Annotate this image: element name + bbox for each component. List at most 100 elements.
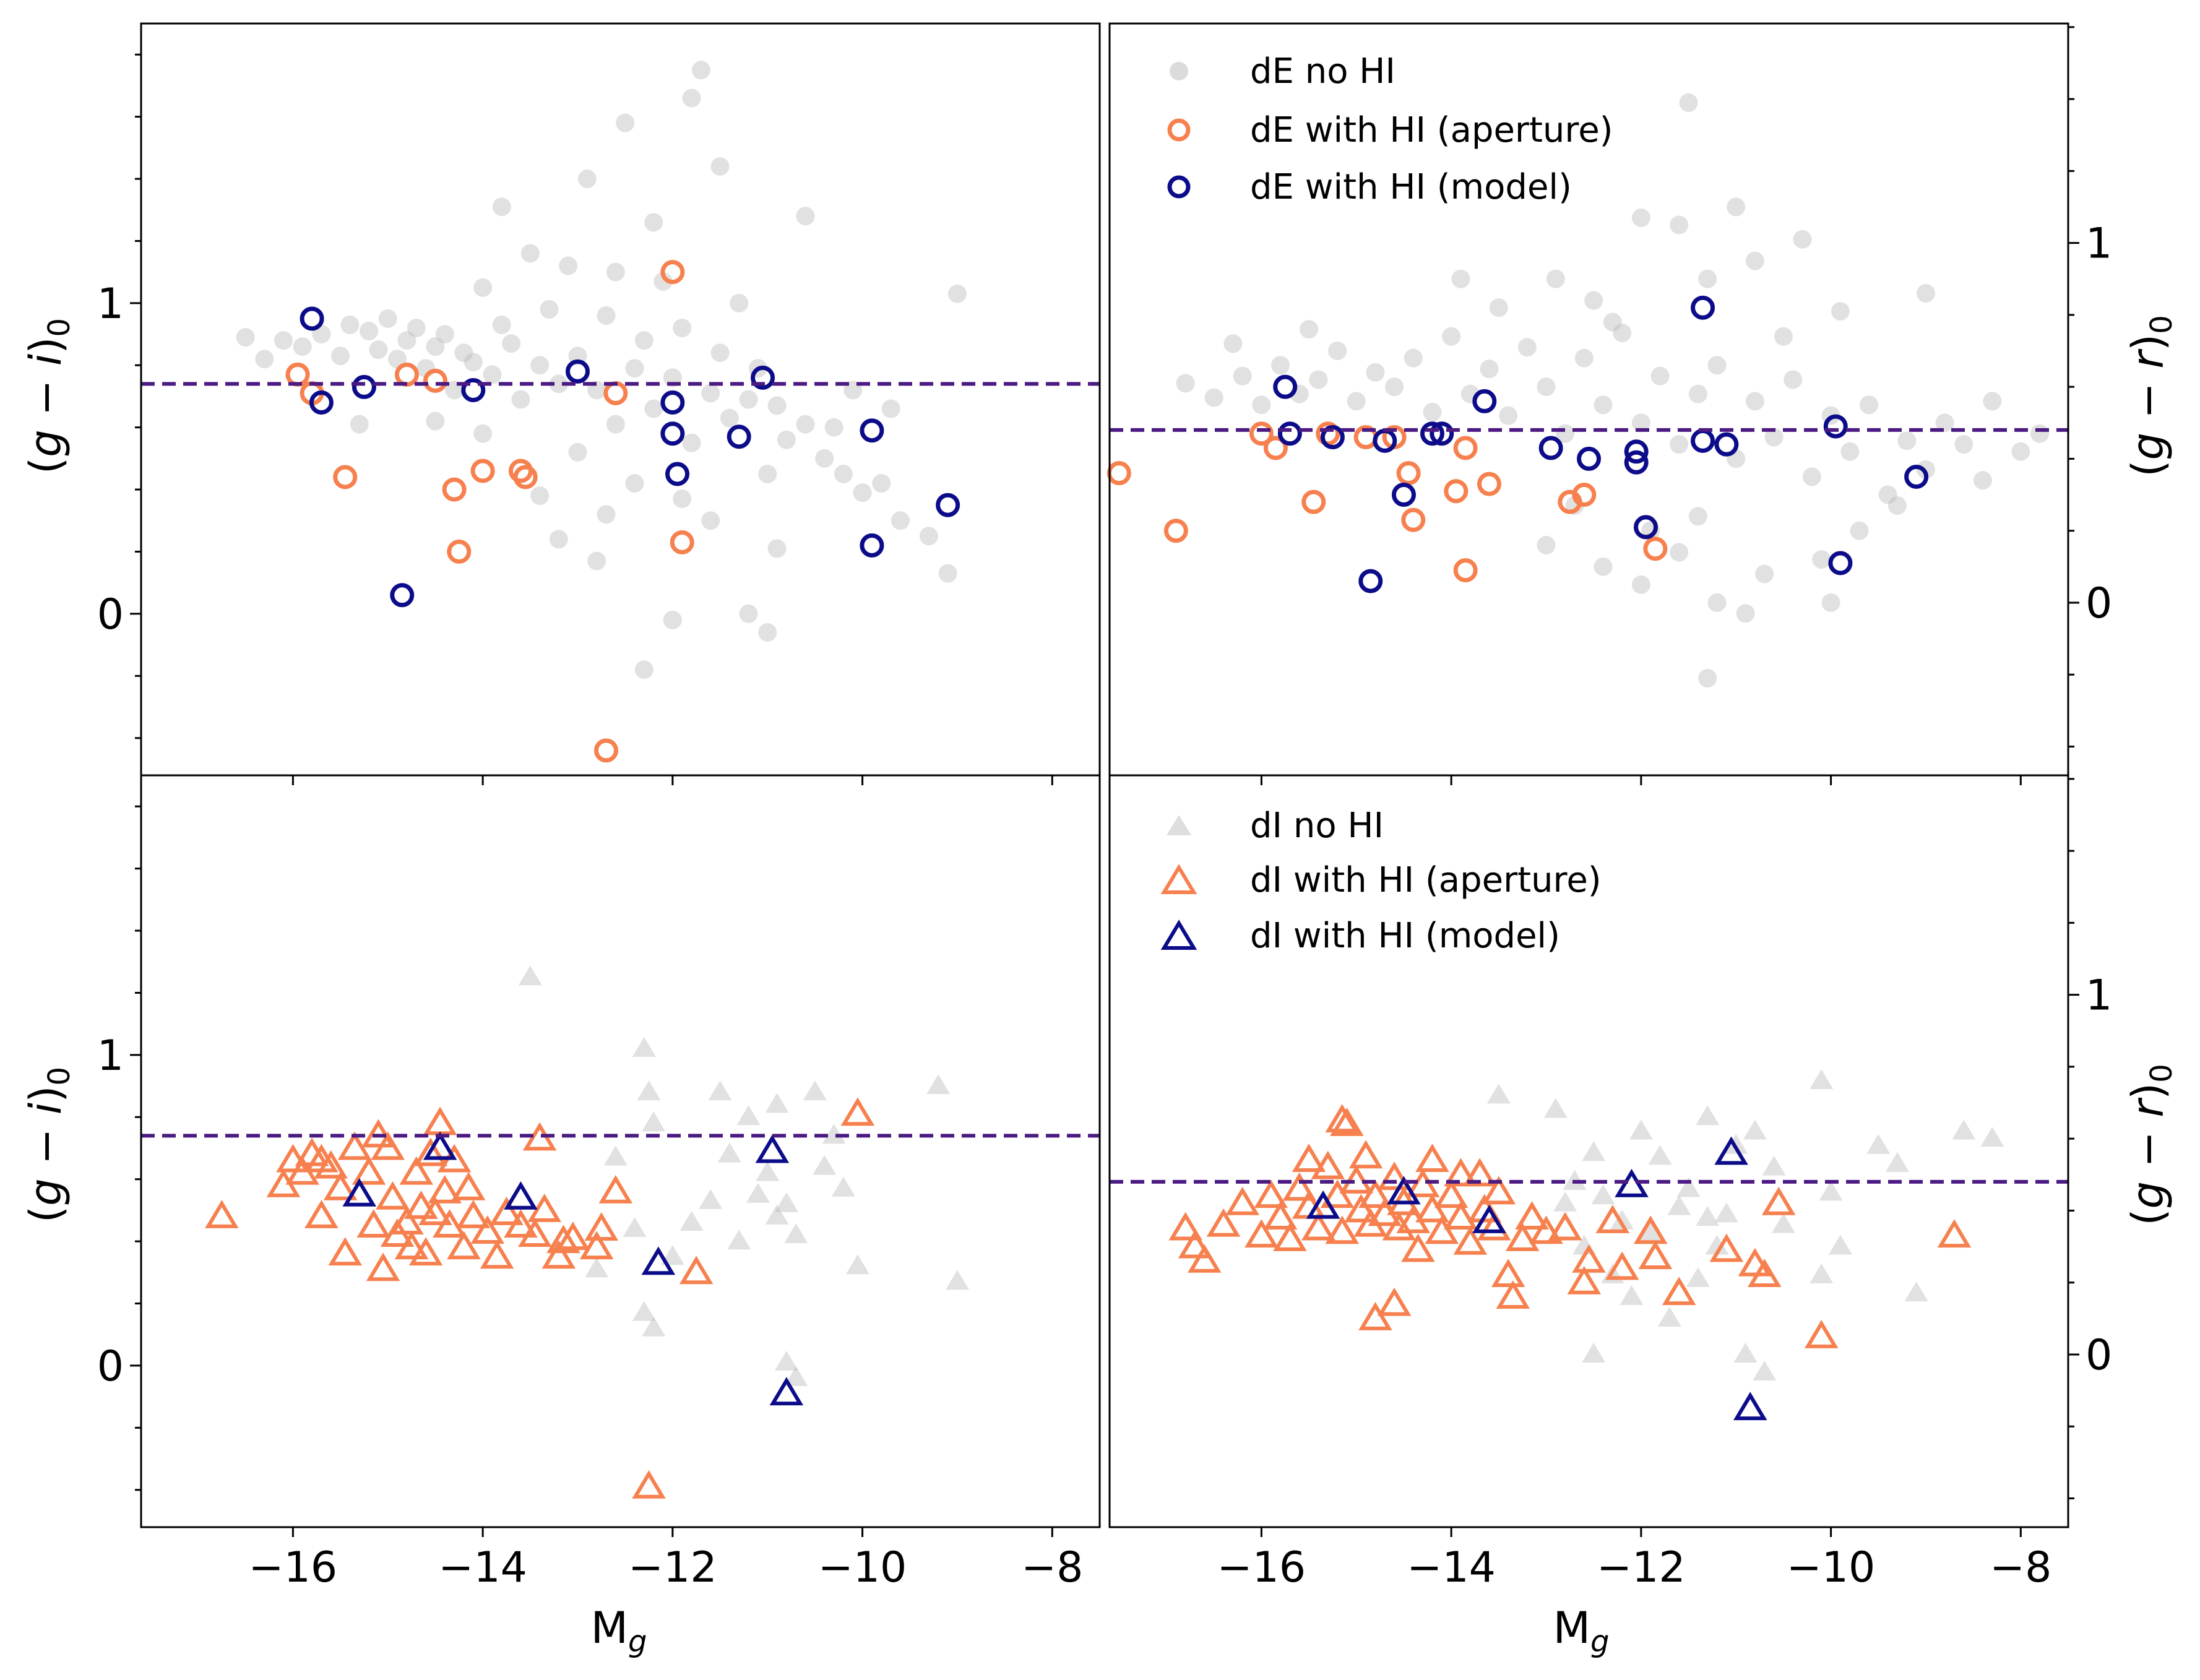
data-point <box>1747 1259 1782 1288</box>
data-point <box>1633 1215 1668 1244</box>
data-point <box>1605 1251 1639 1280</box>
data-point <box>483 365 502 384</box>
data-point <box>428 1174 462 1204</box>
data-point <box>1249 421 1274 446</box>
data-point <box>1233 366 1252 386</box>
data-point <box>504 1209 538 1238</box>
legend-label-di-aperture: dI with HI (aperture) <box>1250 860 1602 900</box>
data-point <box>285 362 310 387</box>
data-point <box>1309 370 1328 389</box>
data-point <box>758 623 777 642</box>
data-point <box>492 316 511 335</box>
data-point <box>1223 334 1243 353</box>
data-point <box>1624 450 1649 475</box>
data-point <box>1743 1119 1767 1140</box>
data-point <box>378 309 397 328</box>
data-point <box>1631 575 1650 594</box>
y-tick-label: 0 <box>97 1342 124 1391</box>
data-point <box>407 319 426 338</box>
y-tick-label: 1 <box>97 1032 124 1080</box>
data-point <box>947 284 967 303</box>
y-tick-label: 1 <box>2086 971 2112 1020</box>
data-point <box>784 1223 808 1244</box>
data-point <box>1277 421 1302 446</box>
data-point <box>1662 1277 1696 1306</box>
data-point <box>1887 496 1907 515</box>
data-point <box>1404 348 1423 368</box>
data-point <box>369 340 388 360</box>
data-point <box>665 462 690 486</box>
data-point <box>1753 1361 1777 1381</box>
data-point <box>682 433 701 452</box>
data-point <box>1543 1098 1568 1118</box>
data-point <box>765 1093 789 1113</box>
data-point <box>568 442 587 462</box>
data-point <box>435 325 454 344</box>
data-point <box>1866 1134 1891 1154</box>
data-point <box>1567 1265 1602 1294</box>
legend-marker-di-aperture <box>1160 864 1197 894</box>
data-point <box>577 170 597 189</box>
data-point <box>1657 1306 1681 1327</box>
data-point <box>418 1197 452 1225</box>
data-point <box>456 1200 491 1228</box>
data-point <box>546 1225 580 1254</box>
data-point <box>423 368 447 393</box>
data-point <box>1935 413 1954 433</box>
data-point <box>774 1350 798 1371</box>
data-point <box>1952 1119 1976 1140</box>
data-point <box>541 1240 576 1269</box>
data-point <box>1451 269 1470 288</box>
data-point <box>1812 550 1831 569</box>
data-point <box>413 1137 448 1166</box>
x-axis-label-left: Mg <box>591 1603 647 1659</box>
data-point <box>717 1142 741 1163</box>
data-point <box>1819 1181 1843 1201</box>
data-point <box>394 1231 429 1260</box>
data-point <box>1802 467 1821 486</box>
data-point <box>426 337 445 356</box>
data-point <box>520 244 540 263</box>
data-point <box>1937 1219 1972 1248</box>
data-point <box>1505 1223 1540 1251</box>
data-point <box>1301 1212 1335 1241</box>
data-point <box>644 399 663 418</box>
data-point <box>603 1145 628 1166</box>
data-point <box>777 430 796 449</box>
data-point <box>1415 1144 1449 1173</box>
data-point <box>1698 669 1717 688</box>
series-tr-2 <box>1273 295 1929 593</box>
data-point <box>1828 551 1853 575</box>
series-br-2 <box>1306 1136 1767 1421</box>
data-point <box>366 1252 400 1282</box>
data-point <box>1387 1176 1421 1205</box>
data-point <box>337 1131 372 1160</box>
data-point <box>1391 483 1416 507</box>
y-tick-label: 0 <box>97 590 124 639</box>
data-point <box>1850 521 1869 540</box>
data-point <box>1650 366 1670 386</box>
data-point <box>1761 1186 1796 1215</box>
data-point <box>518 965 542 986</box>
data-point <box>1595 1204 1630 1233</box>
data-point <box>727 424 751 449</box>
data-point <box>1733 1392 1767 1421</box>
data-point <box>1415 1194 1449 1223</box>
data-point <box>593 738 618 763</box>
data-point <box>451 1171 486 1200</box>
x-tick-label: −16 <box>249 1543 338 1592</box>
data-point <box>679 1256 714 1285</box>
data-point <box>1325 1215 1360 1244</box>
data-point <box>1745 251 1764 270</box>
data-point <box>654 272 673 291</box>
data-point <box>632 1301 656 1321</box>
data-point <box>831 1176 855 1197</box>
data-point <box>1263 1201 1298 1230</box>
data-point <box>1453 436 1478 460</box>
data-point <box>945 1270 969 1290</box>
data-point <box>938 564 957 583</box>
data-point <box>860 533 884 558</box>
data-point <box>390 583 415 608</box>
data-point <box>796 207 815 226</box>
